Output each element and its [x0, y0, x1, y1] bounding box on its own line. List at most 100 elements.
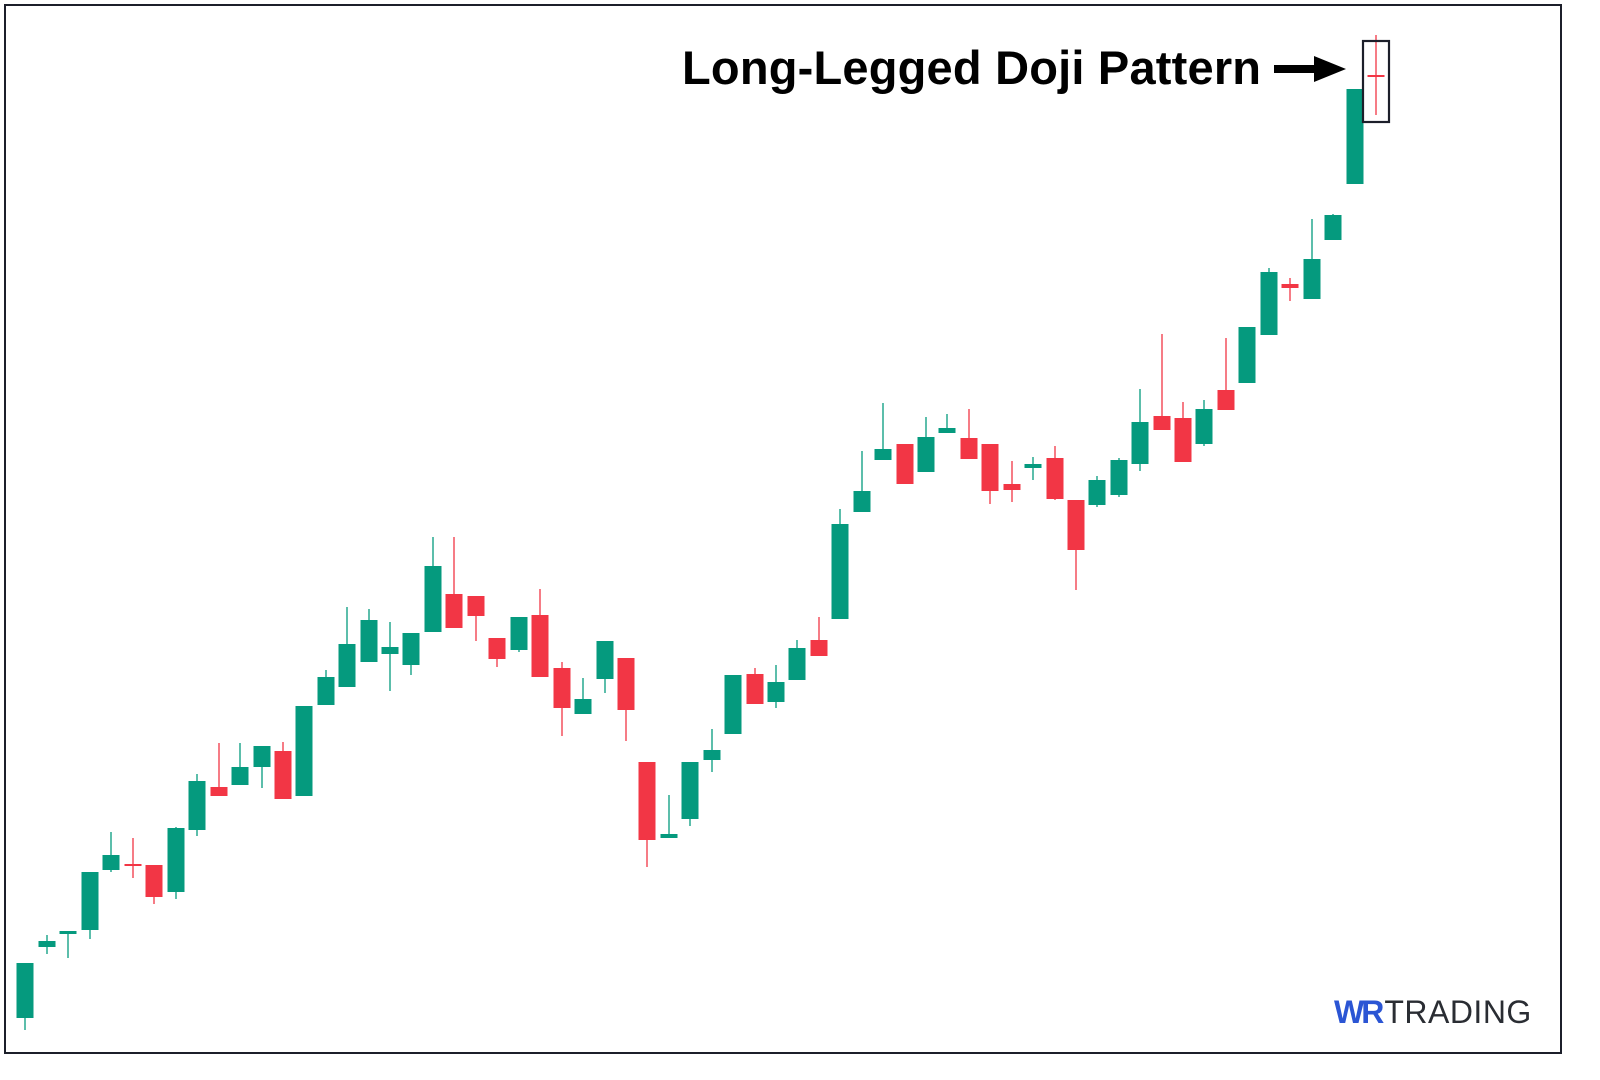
pattern-title: Long-Legged Doji Pattern [682, 41, 1262, 94]
candle-body [638, 762, 656, 840]
candle [1324, 214, 1342, 240]
candle-body [938, 428, 956, 433]
candle-body [360, 620, 378, 662]
chart-frame [4, 4, 1562, 1054]
candle-body [1260, 272, 1278, 335]
candle-body [1153, 416, 1171, 430]
candle [1131, 389, 1149, 471]
candle [295, 706, 313, 796]
candle-body [1281, 284, 1299, 288]
candle-body [510, 617, 528, 650]
candle [16, 963, 34, 1030]
candle [124, 838, 142, 878]
candle [660, 795, 678, 838]
candle-body [831, 524, 849, 619]
candle-body [788, 648, 806, 680]
wr-trading-logo: WRTRADING [1334, 994, 1532, 1031]
candle [1024, 457, 1042, 480]
candle-body [660, 834, 678, 838]
candle [1195, 400, 1213, 446]
candle-body [896, 444, 914, 484]
candle [960, 409, 978, 459]
candle [788, 640, 806, 680]
logo-trading: TRADING [1384, 994, 1532, 1030]
candle [1260, 268, 1278, 335]
candle [1238, 327, 1256, 383]
candle [724, 675, 742, 734]
candle-body [167, 828, 185, 892]
candle-body [1110, 460, 1128, 495]
candle [853, 451, 871, 512]
candle-body [59, 931, 77, 934]
candle [874, 403, 892, 460]
candle [38, 935, 56, 954]
candle-body [488, 638, 506, 659]
candle-body [210, 787, 228, 796]
candle [488, 638, 506, 667]
right-arrow-icon [1274, 56, 1346, 82]
candle-body [703, 750, 721, 760]
candle-body [253, 746, 271, 767]
candle [981, 444, 999, 504]
candle [746, 668, 764, 704]
candle-body [1217, 390, 1235, 410]
candle-body [317, 677, 335, 705]
candle [167, 827, 185, 899]
candle [681, 762, 699, 826]
candle-body [1303, 259, 1321, 299]
candle-body [1046, 458, 1064, 499]
logo-wr: WR [1334, 994, 1384, 1030]
candle [1281, 278, 1299, 301]
candle-body [1131, 422, 1149, 464]
candle [510, 617, 528, 652]
candle-body [810, 640, 828, 656]
candle [1367, 35, 1385, 115]
candle [938, 414, 956, 433]
candle-body [124, 864, 142, 866]
candle [424, 537, 442, 632]
candle-body [917, 437, 935, 472]
candle-body [188, 781, 206, 830]
candle [1346, 89, 1364, 184]
candle-body [981, 444, 999, 491]
candle [360, 609, 378, 662]
candle-body [596, 641, 614, 679]
candle-body [574, 699, 592, 714]
candle-body [295, 706, 313, 796]
candle-body [1238, 327, 1256, 383]
candle-body [1174, 418, 1192, 462]
candle [445, 537, 463, 628]
candle [210, 743, 228, 796]
candle [1217, 338, 1235, 410]
candle-body [1067, 500, 1085, 550]
candle [1303, 219, 1321, 299]
candle-body [467, 596, 485, 616]
candle [231, 743, 249, 785]
candle-body [531, 615, 549, 677]
candle [338, 607, 356, 687]
candle-body [445, 594, 463, 628]
candle [767, 665, 785, 708]
candle-body [381, 647, 399, 654]
candle-body [681, 762, 699, 819]
candle-body [1346, 89, 1364, 184]
candle [1088, 476, 1106, 507]
candle-body [402, 633, 420, 665]
candle-body [102, 855, 120, 870]
candle [638, 762, 656, 867]
doji-highlight-box [1361, 39, 1391, 124]
candle-body [853, 491, 871, 512]
candle [917, 417, 935, 472]
candle [1153, 334, 1171, 430]
candle-body [1003, 484, 1021, 490]
candle [381, 622, 399, 691]
candle-body [767, 682, 785, 702]
candle [317, 670, 335, 705]
candle-body [1195, 409, 1213, 444]
candle-body [274, 751, 292, 799]
candle [81, 872, 99, 939]
candle-body [38, 941, 56, 947]
candle [102, 832, 120, 872]
candle [59, 931, 77, 958]
